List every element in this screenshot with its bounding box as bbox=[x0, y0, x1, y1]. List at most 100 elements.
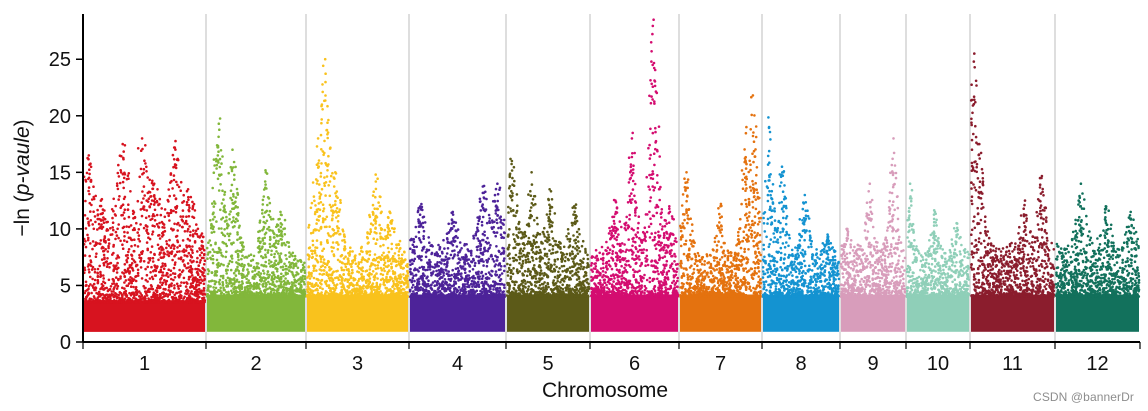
data-point bbox=[319, 286, 322, 289]
data-point bbox=[366, 260, 369, 263]
data-point bbox=[386, 215, 390, 219]
data-point bbox=[317, 207, 320, 211]
data-point bbox=[417, 230, 421, 234]
data-point bbox=[503, 286, 506, 290]
data-point bbox=[169, 300, 172, 304]
data-point bbox=[320, 118, 324, 121]
data-point bbox=[185, 189, 189, 193]
data-point bbox=[375, 238, 379, 241]
data-point bbox=[86, 265, 90, 268]
data-point bbox=[263, 280, 266, 283]
data-point bbox=[474, 261, 477, 265]
data-point bbox=[107, 244, 110, 248]
data-point bbox=[99, 270, 102, 274]
data-point bbox=[364, 291, 368, 294]
data-point bbox=[214, 286, 218, 290]
data-point bbox=[371, 194, 375, 197]
data-point bbox=[200, 251, 203, 254]
data-point bbox=[151, 233, 154, 236]
data-point bbox=[241, 276, 245, 279]
data-point bbox=[190, 300, 193, 303]
data-point bbox=[336, 269, 339, 273]
data-point bbox=[144, 224, 148, 227]
data-point bbox=[404, 258, 407, 261]
data-point bbox=[225, 272, 228, 275]
data-point bbox=[185, 254, 189, 258]
data-point bbox=[228, 238, 231, 242]
data-point bbox=[90, 291, 93, 295]
data-point bbox=[489, 243, 492, 247]
data-point bbox=[230, 183, 234, 187]
data-point bbox=[241, 290, 245, 294]
data-point bbox=[121, 247, 125, 250]
data-point bbox=[110, 290, 113, 293]
data-point bbox=[543, 226, 546, 230]
data-point bbox=[148, 178, 151, 182]
data-point bbox=[258, 247, 262, 251]
data-point bbox=[368, 271, 371, 275]
data-point bbox=[483, 290, 486, 293]
data-point bbox=[179, 189, 182, 192]
data-point bbox=[262, 269, 265, 273]
data-point bbox=[313, 249, 317, 253]
data-point bbox=[281, 289, 285, 293]
data-point bbox=[194, 229, 198, 232]
data-point bbox=[225, 219, 228, 222]
data-point bbox=[211, 248, 215, 251]
data-point bbox=[335, 211, 339, 214]
data-point bbox=[388, 210, 392, 214]
data-point bbox=[493, 280, 497, 284]
data-point bbox=[453, 280, 456, 283]
data-point bbox=[374, 217, 377, 220]
data-point bbox=[406, 263, 409, 266]
data-point bbox=[231, 201, 234, 205]
data-point bbox=[93, 301, 96, 304]
data-point bbox=[456, 262, 460, 265]
data-point bbox=[137, 228, 141, 231]
data-point bbox=[308, 288, 312, 291]
data-point bbox=[264, 183, 267, 186]
data-point bbox=[127, 225, 131, 229]
data-point bbox=[490, 274, 493, 278]
data-point bbox=[328, 147, 332, 150]
data-point bbox=[452, 239, 455, 242]
data-point bbox=[329, 235, 333, 238]
data-point bbox=[319, 255, 323, 259]
data-point bbox=[315, 222, 318, 225]
data-point bbox=[386, 224, 390, 227]
data-point bbox=[213, 289, 216, 292]
data-point bbox=[205, 295, 209, 298]
data-point bbox=[492, 285, 496, 288]
data-point bbox=[360, 260, 363, 264]
data-point bbox=[201, 296, 204, 300]
data-point bbox=[260, 276, 263, 280]
data-point bbox=[176, 246, 179, 249]
data-point bbox=[427, 291, 431, 295]
data-point bbox=[268, 273, 271, 277]
data-point bbox=[172, 174, 176, 177]
data-point bbox=[406, 265, 409, 269]
data-point bbox=[116, 171, 120, 175]
data-point bbox=[96, 208, 99, 212]
data-point bbox=[282, 279, 286, 283]
data-point bbox=[142, 297, 145, 300]
data-point bbox=[336, 248, 340, 251]
data-point bbox=[257, 270, 261, 274]
data-point bbox=[499, 289, 502, 292]
data-point bbox=[489, 294, 493, 297]
data-point bbox=[99, 199, 103, 202]
data-point bbox=[384, 235, 387, 238]
data-point bbox=[252, 254, 256, 258]
data-point bbox=[260, 254, 263, 258]
chromosome-band bbox=[410, 294, 505, 332]
data-point bbox=[101, 297, 105, 301]
data-point bbox=[164, 283, 168, 286]
data-point bbox=[168, 212, 171, 215]
data-point bbox=[152, 291, 156, 295]
data-point bbox=[198, 275, 202, 279]
data-point bbox=[96, 274, 100, 278]
data-point bbox=[452, 295, 456, 299]
data-point bbox=[161, 281, 165, 285]
data-point bbox=[268, 209, 272, 213]
data-point bbox=[139, 292, 142, 295]
